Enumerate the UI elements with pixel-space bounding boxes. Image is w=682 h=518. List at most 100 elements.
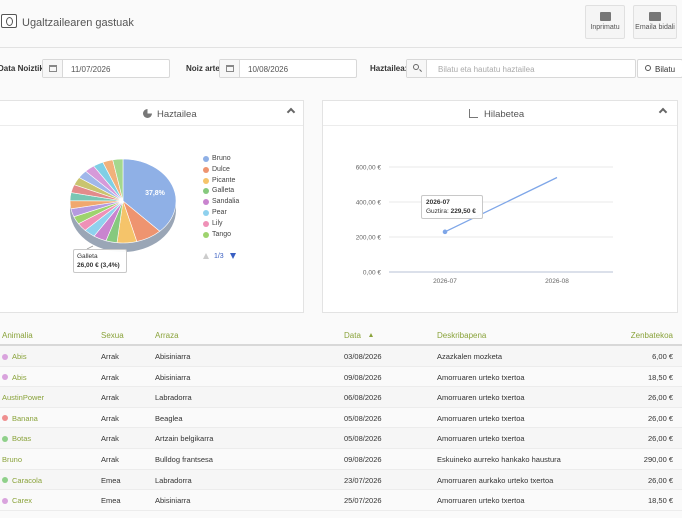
cell-amount-text: 26,00 € <box>647 413 673 423</box>
cell-description: Amorruaren urteko txertoa <box>437 373 525 382</box>
search-button[interactable]: Bilatu <box>637 59 682 78</box>
cell-animal[interactable]: Banana <box>2 414 38 423</box>
cell-breed-text: Bulldog frantsesa <box>155 454 213 464</box>
y-tick-label: 0,00 € <box>363 270 381 277</box>
cell-date: 25/07/2026 <box>344 496 382 505</box>
owner-search-input[interactable]: Bilatu eta hautatu haztailea <box>406 59 636 78</box>
cell-date-text: 06/08/2026 <box>344 393 382 403</box>
line-tooltip-month: 2026-07 <box>426 199 450 206</box>
pie-slice[interactable] <box>112 158 124 202</box>
cell-amount: 26,00 € <box>600 434 673 443</box>
cell-sex: Arrak <box>101 393 119 402</box>
pie-tooltip-connector <box>86 245 94 250</box>
table-row[interactable]: Banana Arrak Beaglea 05/08/2026 Amorruaren u… <box>0 408 682 429</box>
print-button-label: Inprimatu <box>590 24 620 31</box>
legend-item[interactable]: Dulce <box>203 165 239 176</box>
cell-animal-text: Botas <box>12 434 32 444</box>
cell-date-text: 03/08/2026 <box>344 352 382 361</box>
cell-amount: 26,00 € <box>600 393 673 402</box>
expenses-table: Animalia Sexua Arraza Data Deskribapena … <box>0 325 682 511</box>
cell-animal[interactable]: Abis <box>2 352 27 361</box>
legend-item[interactable]: Sandalia <box>203 197 239 208</box>
line-tooltip-value: 229,50 € <box>450 208 476 215</box>
col-date[interactable]: Data <box>344 331 373 340</box>
legend-pager: 1/3 <box>203 253 236 260</box>
send-email-button[interactable]: Emaila bidali <box>633 5 677 39</box>
cell-breed: Abisiniarra <box>155 352 190 361</box>
date-from-label: Data Noiztik <box>0 64 44 73</box>
owner-pie-panel: Haztailea 37,8% Bruno Dulce Picante Galleta… <box>0 100 304 313</box>
cell-breed-text: Labradorra <box>155 393 192 403</box>
cell-description-text: Amorruaren aurkako urteko txertoa <box>437 475 554 485</box>
col-animal[interactable]: Animalia <box>2 331 33 340</box>
pie-chart-icon <box>143 109 152 118</box>
cell-animal[interactable]: Caracola <box>2 476 42 485</box>
pie-slice-bruno[interactable] <box>122 158 177 232</box>
table-row[interactable]: Abis Arrak Abisiniarra 09/08/2026 Amorruaren… <box>0 367 682 388</box>
cell-date-text: 23/07/2026 <box>344 475 382 485</box>
cell-amount-text: 26,00 € <box>647 434 673 444</box>
cell-sex: Emea <box>101 496 121 505</box>
col-amount[interactable]: Zenbatekoa <box>630 331 673 340</box>
search-button-label: Bilatu <box>655 65 676 74</box>
col-breed[interactable]: Arraza <box>155 331 179 340</box>
legend-item[interactable]: Galleta <box>203 186 239 197</box>
cell-date-text: 09/08/2026 <box>344 454 382 464</box>
print-button[interactable]: Inprimatu <box>585 5 625 39</box>
search-icon <box>645 65 651 71</box>
pie-legend: Bruno Dulce Picante Galleta Sandalia Pear Lily… <box>203 154 239 240</box>
cell-description: Amorruaren urteko txertoa <box>437 393 525 402</box>
table-row[interactable]: Bruno Arrak Bulldog frantsesa 09/08/2026 Esk… <box>0 449 682 470</box>
legend-next-icon[interactable] <box>229 253 236 259</box>
data-point[interactable] <box>442 229 448 235</box>
date-to-field[interactable]: 10/08/2026 <box>219 59 357 78</box>
cell-sex: Arrak <box>101 352 119 361</box>
cell-amount: 26,00 € <box>600 414 673 423</box>
cell-sex-text: Arrak <box>101 434 119 444</box>
cell-animal[interactable]: Carex <box>2 496 32 505</box>
cell-animal[interactable]: Bruno <box>2 455 22 464</box>
legend-item[interactable]: Bruno <box>203 154 239 165</box>
legend-dot-icon <box>203 220 209 227</box>
col-description[interactable]: Deskribapena <box>437 331 487 340</box>
legend-item[interactable]: Lily <box>203 219 239 230</box>
legend-dot-icon <box>203 156 209 162</box>
table-row[interactable]: Abis Arrak Abisiniarra 03/08/2026 Azazkalen … <box>0 346 682 367</box>
cell-animal[interactable]: AustinPower <box>2 393 44 402</box>
cell-breed-text: Abisiniarra <box>155 496 191 506</box>
cell-sex-text: Emea <box>101 496 121 506</box>
cell-description: Amorruaren aurkako urteko txertoa <box>437 476 553 485</box>
cell-sex-text: Emea <box>101 475 121 485</box>
legend-item[interactable]: Pear <box>203 208 239 219</box>
table-row[interactable]: AustinPower Arrak Labradorra 06/08/2026 Amor… <box>0 387 682 408</box>
cell-breed: Labradorra <box>155 476 192 485</box>
table-row[interactable]: Carex Emea Abisiniarra 25/07/2026 Amorruaren… <box>0 490 682 511</box>
date-from-field[interactable]: 11/07/2026 <box>42 59 170 78</box>
paw-icon <box>2 374 8 381</box>
owner-search-addon <box>407 60 427 77</box>
cell-breed-text: Abisiniarra <box>155 352 191 361</box>
col-date-label: Data <box>344 331 361 340</box>
owner-label: Haztailea: <box>370 64 408 73</box>
table-row[interactable]: Caracola Emea Labradorra 23/07/2026 Amorruar… <box>0 469 682 491</box>
cell-animal[interactable]: Botas <box>2 434 31 443</box>
cell-animal-text: Abis <box>12 372 27 382</box>
cell-breed: Labradorra <box>155 393 192 402</box>
paw-icon <box>2 353 8 360</box>
col-sex[interactable]: Sexua <box>101 331 124 340</box>
line-tooltip: 2026-07 Guztira: 229,50 € <box>421 195 483 219</box>
date-from-calendar-button[interactable] <box>43 60 63 77</box>
cell-animal[interactable]: Abis <box>2 373 27 382</box>
cell-description-text: Azazkalen mozketa <box>437 352 503 361</box>
legend-prev-icon[interactable] <box>203 253 209 259</box>
sort-ascending-icon <box>368 333 373 337</box>
legend-item[interactable]: Tango <box>203 230 239 241</box>
table-row[interactable]: Botas Arrak Artzain belgikarra 05/08/2026 Am… <box>0 428 682 449</box>
date-to-calendar-button[interactable] <box>220 60 240 77</box>
cell-date: 05/08/2026 <box>344 414 382 423</box>
cell-description-text: Amorruaren urteko txertoa <box>437 413 525 423</box>
y-tick-label: 200,00 € <box>356 235 382 242</box>
legend-item[interactable]: Picante <box>203 176 239 187</box>
cell-sex: Emea <box>101 476 121 485</box>
cell-date: 03/08/2026 <box>344 352 382 361</box>
